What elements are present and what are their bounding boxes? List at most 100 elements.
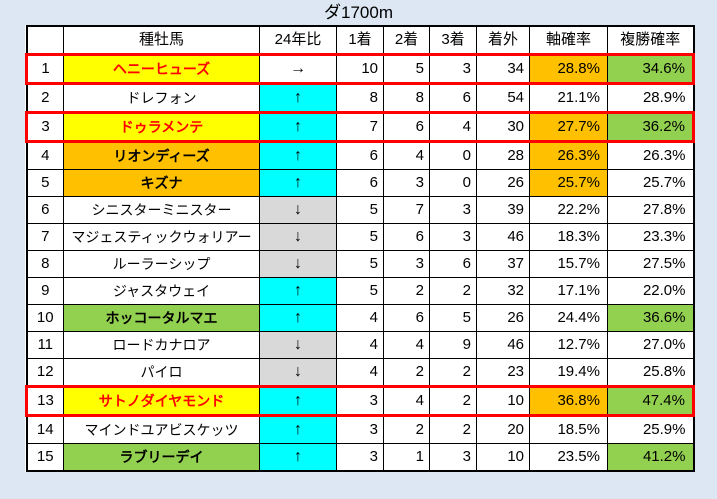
sire-name-cell: シニスターミニスター <box>63 196 260 224</box>
table-row-highlighted: 1 ヘニーヒューズ → 10 5 3 34 28.8% 34.6% <box>25 53 695 85</box>
table-row: 12 パイロ ↓ 4 2 2 23 19.4% 25.8% <box>26 358 694 387</box>
header-first-place: 1着 <box>336 25 384 55</box>
header-axis-prob: 軸確率 <box>529 25 608 55</box>
sire-name-cell: キズナ <box>63 169 260 197</box>
header-third-place: 3着 <box>429 25 477 55</box>
place-prob-cell: 36.2% <box>607 111 695 143</box>
second-place-cell: 7 <box>383 196 430 224</box>
axis-prob-cell: 21.1% <box>529 83 608 113</box>
third-place-cell: 2 <box>429 358 477 387</box>
header-sire: 種牡馬 <box>63 25 260 55</box>
sire-name-cell: ドゥラメンテ <box>63 111 260 143</box>
rank-cell: 11 <box>26 331 64 359</box>
third-place-cell: 2 <box>429 385 477 417</box>
second-place-cell: 1 <box>383 443 430 472</box>
yoy-trend-cell: ↑ <box>259 83 337 113</box>
first-place-cell: 4 <box>336 331 384 359</box>
rank-cell: 4 <box>26 141 64 170</box>
rank-cell: 6 <box>26 196 64 224</box>
place-prob-cell: 26.3% <box>607 141 694 170</box>
sire-name-cell: リオンディーズ <box>63 141 260 170</box>
third-place-cell: 0 <box>429 141 477 170</box>
table-row: 9 ジャスタウェイ ↑ 5 2 2 32 17.1% 22.0% <box>26 277 694 305</box>
unplaced-cell: 54 <box>476 83 530 113</box>
yoy-trend-cell: ↑ <box>259 277 337 305</box>
third-place-cell: 3 <box>429 53 477 85</box>
axis-prob-cell: 24.4% <box>529 304 608 332</box>
sire-name-cell: パイロ <box>63 358 260 387</box>
first-place-cell: 3 <box>336 443 384 472</box>
place-prob-cell: 28.9% <box>607 83 694 113</box>
yoy-trend-cell: ↑ <box>259 111 337 143</box>
sire-name-cell: ドレフォン <box>63 83 260 113</box>
third-place-cell: 2 <box>429 277 477 305</box>
rank-cell: 13 <box>25 385 64 417</box>
table-row: 10 ホッコータルマエ ↑ 4 6 5 26 24.4% 36.6% <box>26 304 694 332</box>
yoy-trend-cell: → <box>259 53 337 85</box>
place-prob-cell: 27.5% <box>607 250 694 278</box>
sire-name-cell: ヘニーヒューズ <box>63 53 260 85</box>
unplaced-cell: 23 <box>476 358 530 387</box>
rank-cell: 2 <box>26 83 64 113</box>
table-row-highlighted: 3 ドゥラメンテ ↑ 7 6 4 30 27.7% 36.2% <box>25 111 695 143</box>
place-prob-cell: 41.2% <box>607 443 694 472</box>
header-unplaced: 着外 <box>476 25 530 55</box>
yoy-trend-cell: ↑ <box>259 141 337 170</box>
first-place-cell: 5 <box>336 250 384 278</box>
axis-prob-cell: 19.4% <box>529 358 608 387</box>
unplaced-cell: 26 <box>476 304 530 332</box>
table-title: ダ1700m <box>324 3 393 22</box>
second-place-cell: 2 <box>383 415 430 444</box>
unplaced-cell: 37 <box>476 250 530 278</box>
axis-prob-cell: 22.2% <box>529 196 608 224</box>
third-place-cell: 5 <box>429 304 477 332</box>
place-prob-cell: 47.4% <box>607 385 695 417</box>
first-place-cell: 8 <box>336 83 384 113</box>
table-row: 7 マジェスティックウォリアー ↓ 5 6 3 46 18.3% 23.3% <box>26 223 694 251</box>
unplaced-cell: 20 <box>476 415 530 444</box>
yoy-trend-cell: ↓ <box>259 223 337 251</box>
first-place-cell: 7 <box>336 111 384 143</box>
unplaced-cell: 10 <box>476 385 530 417</box>
axis-prob-cell: 28.8% <box>529 53 608 85</box>
unplaced-cell: 26 <box>476 169 530 197</box>
header-place-prob: 複勝確率 <box>607 25 694 55</box>
sire-name-cell: サトノダイヤモンド <box>63 385 260 417</box>
third-place-cell: 3 <box>429 443 477 472</box>
sire-name-cell: マジェスティックウォリアー <box>63 223 260 251</box>
axis-prob-cell: 27.7% <box>529 111 608 143</box>
rank-cell: 14 <box>26 415 64 444</box>
yoy-trend-cell: ↓ <box>259 250 337 278</box>
yoy-trend-cell: ↑ <box>259 443 337 472</box>
table-row: 2 ドレフォン ↑ 8 8 6 54 21.1% 28.9% <box>26 83 694 113</box>
table-row: 4 リオンディーズ ↑ 6 4 0 28 26.3% 26.3% <box>26 141 694 170</box>
yoy-trend-cell: ↓ <box>259 358 337 387</box>
first-place-cell: 3 <box>336 415 384 444</box>
second-place-cell: 4 <box>383 141 430 170</box>
place-prob-cell: 36.6% <box>607 304 694 332</box>
second-place-cell: 2 <box>383 358 430 387</box>
second-place-cell: 4 <box>383 331 430 359</box>
first-place-cell: 10 <box>336 53 384 85</box>
table-row: 8 ルーラーシップ ↓ 5 3 6 37 15.7% 27.5% <box>26 250 694 278</box>
rank-cell: 7 <box>26 223 64 251</box>
place-prob-cell: 27.0% <box>607 331 694 359</box>
unplaced-cell: 39 <box>476 196 530 224</box>
yoy-trend-cell: ↑ <box>259 169 337 197</box>
yoy-trend-cell: ↑ <box>259 385 337 417</box>
table-row-highlighted: 13 サトノダイヤモンド ↑ 3 4 2 10 36.8% 47.4% <box>25 385 695 417</box>
rank-cell: 10 <box>26 304 64 332</box>
axis-prob-cell: 23.5% <box>529 443 608 472</box>
axis-prob-cell: 36.8% <box>529 385 608 417</box>
second-place-cell: 4 <box>383 385 430 417</box>
first-place-cell: 3 <box>336 385 384 417</box>
axis-prob-cell: 18.3% <box>529 223 608 251</box>
unplaced-cell: 46 <box>476 331 530 359</box>
header-rank <box>26 25 64 55</box>
sire-name-cell: マインドユアビスケッツ <box>63 415 260 444</box>
axis-prob-cell: 15.7% <box>529 250 608 278</box>
third-place-cell: 6 <box>429 250 477 278</box>
table-row: 11 ロードカナロア ↓ 4 4 9 46 12.7% 27.0% <box>26 331 694 359</box>
sire-name-cell: ロードカナロア <box>63 331 260 359</box>
